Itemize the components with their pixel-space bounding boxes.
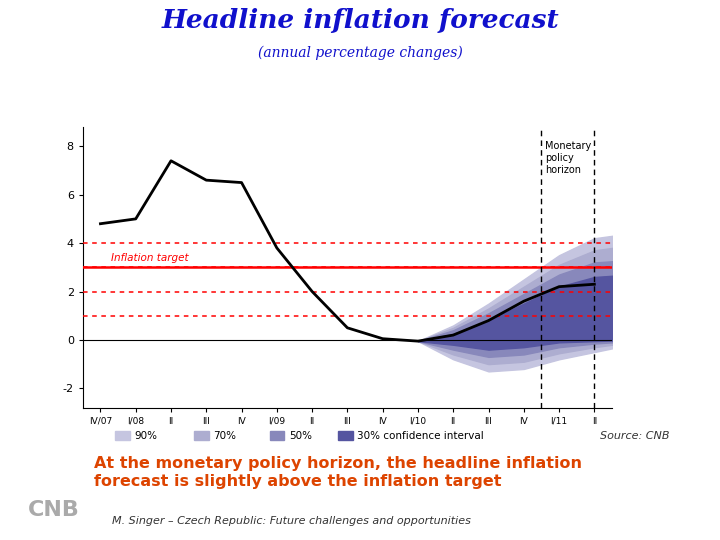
Text: Inflation target: Inflation target (111, 253, 189, 263)
Text: At the monetary policy horizon, the headline inflation
forecast is slightly abov: At the monetary policy horizon, the head… (94, 456, 582, 489)
Text: 90%: 90% (134, 431, 157, 441)
Text: Headline inflation forecast: Headline inflation forecast (161, 8, 559, 33)
Text: 70%: 70% (213, 431, 236, 441)
Text: M. Singer – Czech Republic: Future challenges and opportunities: M. Singer – Czech Republic: Future chall… (112, 516, 470, 526)
Text: (annual percentage changes): (annual percentage changes) (258, 46, 462, 60)
Text: Source: CNB: Source: CNB (600, 431, 670, 441)
Text: Monetary
policy
horizon: Monetary policy horizon (545, 141, 591, 174)
Text: 50%: 50% (289, 431, 312, 441)
Text: CNB: CNB (28, 500, 80, 521)
Text: 30% confidence interval: 30% confidence interval (357, 431, 484, 441)
